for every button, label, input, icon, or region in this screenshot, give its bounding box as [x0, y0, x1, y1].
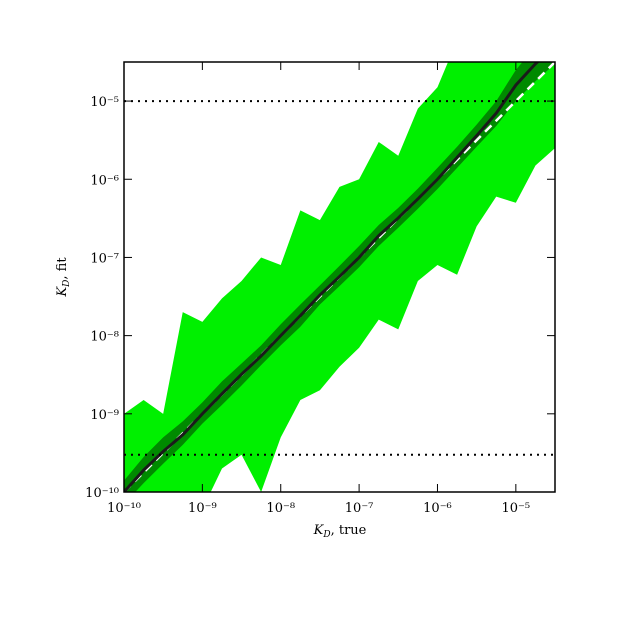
x-tick-label: 10⁻¹⁰ [107, 501, 141, 516]
y-tick-label: 10⁻¹⁰ [85, 486, 119, 501]
axes: 10⁻¹⁰ 10⁻⁹ 10⁻⁸ 10⁻⁷ 10⁻⁶ 10⁻⁵ 10⁻¹⁰ 10⁻⁹ 10⁻⁸ 10… [85, 61, 556, 516]
x-tick-label: 10⁻⁶ [423, 501, 452, 516]
median-line [124, 62, 540, 492]
x-tick-label: 10⁻⁸ [266, 501, 295, 516]
x-label-suffix: , true [331, 523, 367, 538]
x-tick-label: 10⁻⁵ [502, 501, 531, 516]
x-tick-label: 10⁻⁷ [345, 501, 374, 516]
plot-area [124, 62, 555, 492]
y-tick-label: 10⁻⁵ [90, 95, 119, 110]
y-tick-label: 10⁻⁹ [90, 408, 119, 423]
x-tick-label: 10⁻⁹ [188, 501, 217, 516]
y-tick-label: 10⁻⁶ [90, 173, 119, 188]
plot-frame [123, 61, 556, 493]
y-label-symbol: K [55, 286, 70, 298]
x-axis-label: KD, true [313, 523, 367, 540]
y-label-subscript: D [62, 280, 72, 288]
y-tick-label: 10⁻⁸ [90, 330, 119, 345]
x-label-subscript: D [322, 530, 330, 540]
y-label-suffix: , fit [55, 257, 70, 280]
y-axis-label: KD, fit [55, 257, 72, 298]
y-tick-label: 10⁻⁷ [90, 251, 119, 266]
x-label-symbol: K [313, 523, 325, 538]
